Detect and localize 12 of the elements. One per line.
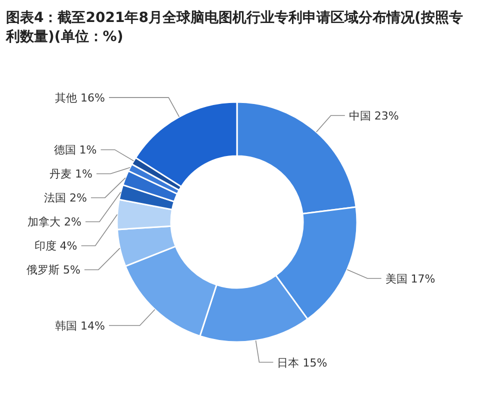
slice-label: 加拿大 2% — [28, 216, 82, 229]
chart-title: 图表4：截至2021年8月全球脑电图机行业专利申请区域分布情况(按照专利数量)(单位：%) — [5, 9, 463, 45]
slice-label: 丹麦 1% — [50, 168, 92, 181]
slice-label: 德国 1% — [54, 144, 97, 157]
slice-label: 其他 16% — [55, 92, 105, 105]
slice-label: 印度 4% — [34, 240, 78, 253]
slice-label: 韩国 14% — [55, 320, 105, 333]
slice-label: 日本 15% — [277, 356, 328, 370]
slice-label: 美国 17% — [385, 272, 436, 286]
slice-label: 中国 23% — [348, 109, 399, 122]
slice-label: 法国 2% — [44, 192, 87, 205]
slice-label: 俄罗斯 5% — [26, 264, 80, 277]
